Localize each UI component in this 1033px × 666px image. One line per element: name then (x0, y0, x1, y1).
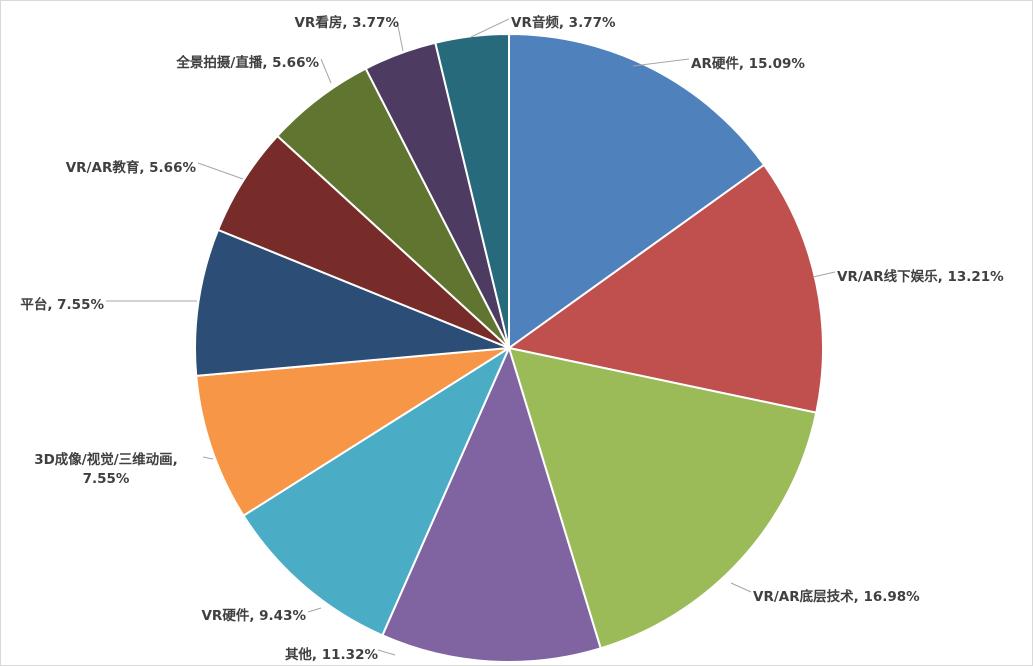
data-label: AR硬件, 15.09% (691, 55, 805, 72)
data-label: 全景拍摄/直播, 5.66% (175, 54, 319, 71)
leader-line (320, 58, 332, 84)
leader-line (632, 58, 690, 67)
leader-line (197, 162, 244, 180)
pie-slice (381, 345, 602, 663)
leader-line (396, 20, 404, 52)
pie-slice (507, 346, 818, 650)
data-label: VR/AR教育, 5.66% (66, 159, 197, 176)
data-label: VR/AR线下娱乐, 13.21% (837, 268, 1004, 285)
data-label: 其他, 11.32% (285, 646, 379, 663)
data-label: VR音频, 3.77% (511, 14, 616, 31)
data-label: VR硬件, 9.43% (201, 607, 306, 624)
data-label: VR看房, 3.77% (294, 14, 399, 31)
leader-line (307, 607, 322, 613)
data-labels: AR硬件, 15.09% VR/AR线下娱乐, 13.21% VR/AR底层技术, … (20, 14, 1004, 663)
data-label: VR/AR底层技术, 16.98% (753, 588, 920, 605)
leader-line (470, 18, 510, 38)
pie-slice (195, 347, 510, 518)
pie-slice (508, 32, 766, 350)
pie-slice (194, 228, 510, 377)
leader-line (730, 582, 752, 593)
leader-line (377, 649, 396, 656)
pie-slice (242, 345, 512, 637)
data-label-continuation: 7.55% (83, 471, 130, 487)
leader-lines (106, 18, 836, 656)
pie-slice (506, 163, 824, 414)
leader-line (812, 271, 836, 278)
leader-line (202, 456, 214, 460)
slices-layer (194, 32, 824, 663)
data-label: 平台, 7.55% (20, 296, 104, 313)
data-label: 3D成像/视觉/三维动画, (34, 451, 178, 468)
